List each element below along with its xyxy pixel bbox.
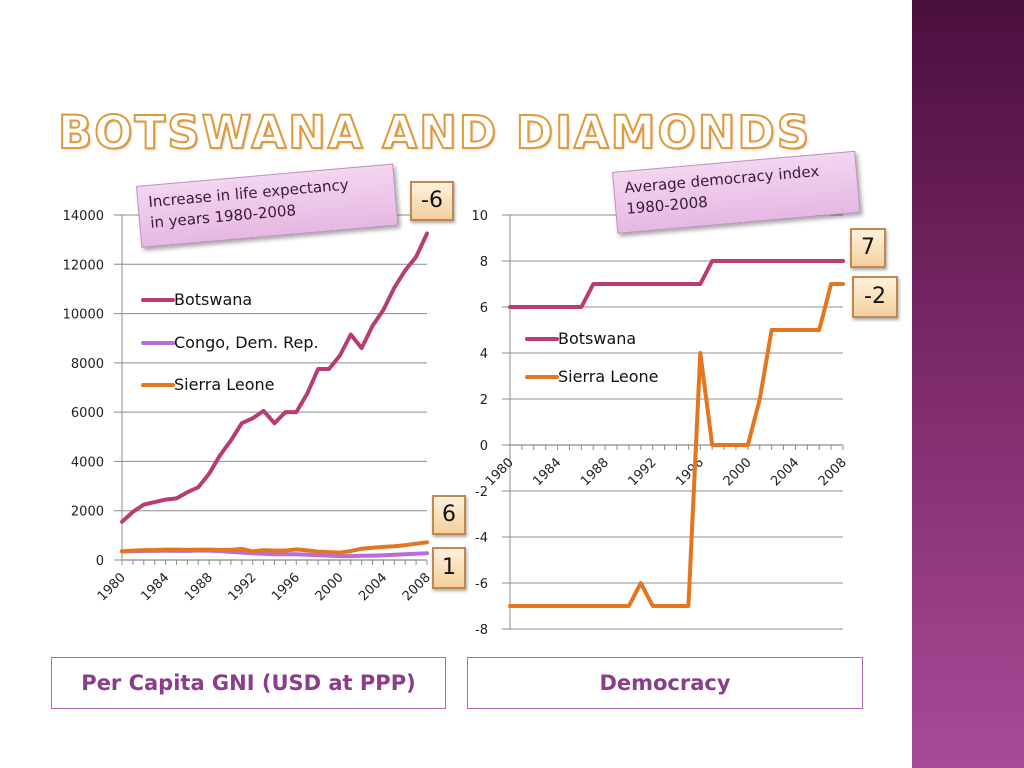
y-tick-label: -6 <box>475 577 488 592</box>
x-tick-label: 1988 <box>182 570 216 604</box>
y-tick-label: -4 <box>475 531 488 546</box>
y-tick-label: 0 <box>96 554 104 569</box>
series-line <box>120 540 429 555</box>
x-tick-label: 1996 <box>269 570 303 604</box>
series-line <box>508 282 845 608</box>
x-tick-label: 2004 <box>356 570 390 604</box>
y-tick-label: 2000 <box>71 505 104 520</box>
democracy-label-box: Democracy <box>467 657 863 709</box>
x-tick-label: 1980 <box>483 455 517 489</box>
series-line <box>508 259 845 309</box>
x-tick-label: 2008 <box>816 455 850 489</box>
y-tick-label: 12000 <box>63 258 104 273</box>
legend-label: Botswana <box>558 329 636 348</box>
y-tick-label: 6 <box>480 301 488 316</box>
x-tick-label: 1988 <box>578 455 612 489</box>
democracy-chart: -8 -6 -4 -2 0 2 4 6 8 10 1980 1984 1988 1992 1996 2000 2… <box>471 209 849 638</box>
y-tick-label: 2 <box>480 393 488 408</box>
y-tick-label: 8000 <box>71 357 104 372</box>
x-tick-label: 1992 <box>626 455 660 489</box>
democracy-botswana-badge: 7 <box>850 228 886 268</box>
legend-label: Sierra Leone <box>558 367 658 386</box>
x-tick-label: 2008 <box>400 570 434 604</box>
x-tick-label: 2000 <box>721 455 755 489</box>
y-tick-label: 0 <box>480 439 488 454</box>
x-tick-label: 1996 <box>673 455 707 489</box>
legend-label: Congo, Dem. Rep. <box>174 333 319 352</box>
y-tick-label: -8 <box>475 623 488 638</box>
slide-title: BOTSWANA AND DIAMONDS <box>57 105 812 160</box>
x-tick-label: 2004 <box>768 455 802 489</box>
x-tick-label: 1980 <box>95 570 129 604</box>
x-tick-label: 1984 <box>138 570 172 604</box>
y-tick-label: 10000 <box>63 308 104 323</box>
y-tick-label: 8 <box>480 255 488 270</box>
x-tick-label: 1992 <box>226 570 260 604</box>
series-line <box>120 231 429 524</box>
y-tick-label: 4 <box>480 347 488 362</box>
y-tick-label: 6000 <box>71 406 104 421</box>
sidebar-decoration <box>912 0 1024 768</box>
x-tick-label: 1984 <box>530 455 564 489</box>
y-tick-label: 10 <box>471 209 488 224</box>
gni-congo-badge: 6 <box>432 495 466 535</box>
gni-sierra-leone-badge: 1 <box>432 547 466 589</box>
gni-botswana-badge: -6 <box>410 181 454 221</box>
y-tick-label: 4000 <box>71 455 104 470</box>
x-tick-label: 2000 <box>313 570 347 604</box>
gni-label-box: Per Capita GNI (USD at PPP) <box>51 657 446 709</box>
y-tick-label: 14000 <box>63 209 104 224</box>
legend-label: Botswana <box>174 290 252 309</box>
y-tick-label: -2 <box>475 485 488 500</box>
democracy-sierra-leone-badge: -2 <box>852 276 898 318</box>
legend-label: Sierra Leone <box>174 375 274 394</box>
gni-chart: 0 2000 4000 6000 8000 10000 12000 14000 1980 1984… <box>63 209 434 604</box>
